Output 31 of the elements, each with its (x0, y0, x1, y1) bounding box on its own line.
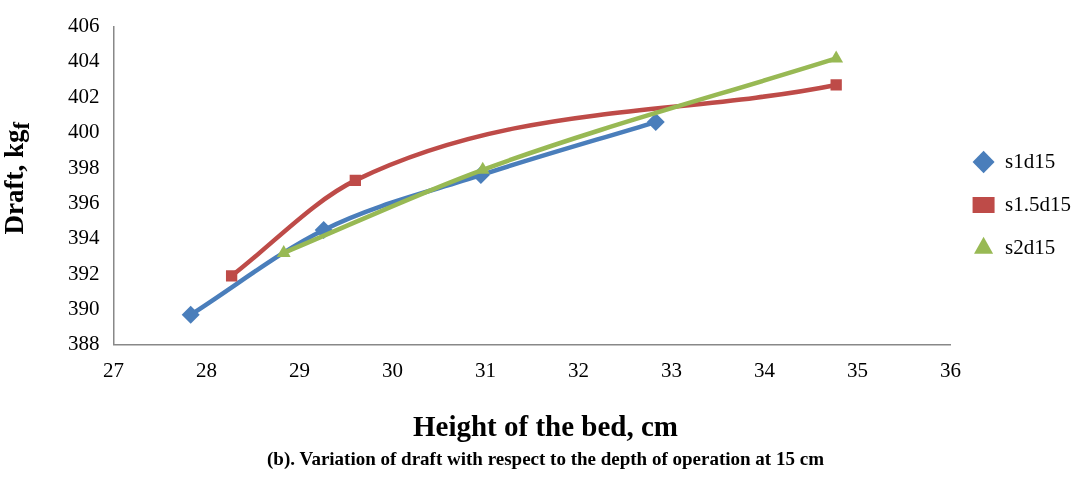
x-tick-label: 29 (289, 357, 311, 382)
y-tick-label: 404 (68, 48, 100, 73)
y-tick-label: 398 (68, 154, 100, 179)
x-tick-label: 33 (661, 357, 683, 382)
y-tick-label: 388 (68, 331, 100, 356)
legend-label: s1d15 (1005, 148, 1056, 173)
x-axis-title: Height of the bed, cm (412, 410, 679, 443)
point (830, 79, 842, 91)
y-tick-label: 402 (68, 83, 100, 108)
y-tick-label: 392 (68, 260, 100, 285)
x-tick-label: 31 (475, 357, 497, 382)
x-tick-label: 30 (382, 357, 404, 382)
point (225, 270, 238, 282)
legend-label: s2d15 (1005, 234, 1056, 259)
y-tick-label: 396 (68, 189, 100, 214)
point (646, 113, 665, 132)
y-tick-label: 394 (68, 225, 100, 250)
point (181, 305, 200, 324)
point (349, 174, 361, 187)
x-tick-label: 27 (103, 357, 124, 382)
y-tick-label: 400 (68, 119, 100, 144)
x-tick-label: 28 (196, 357, 218, 382)
x-tick-label: 34 (754, 357, 776, 382)
x-tick-label: 32 (568, 357, 590, 382)
y-tick-label: 406 (68, 13, 100, 38)
x-tick-label: 36 (940, 357, 962, 382)
y-tick-label: 390 (68, 295, 100, 320)
legend-label: s1.5d15 (1005, 191, 1072, 216)
point (829, 50, 844, 63)
text: (b). Variation of draft with respect to the depth of operation at 15 cm (266, 448, 825, 470)
x-tick-label: 35 (847, 357, 869, 382)
